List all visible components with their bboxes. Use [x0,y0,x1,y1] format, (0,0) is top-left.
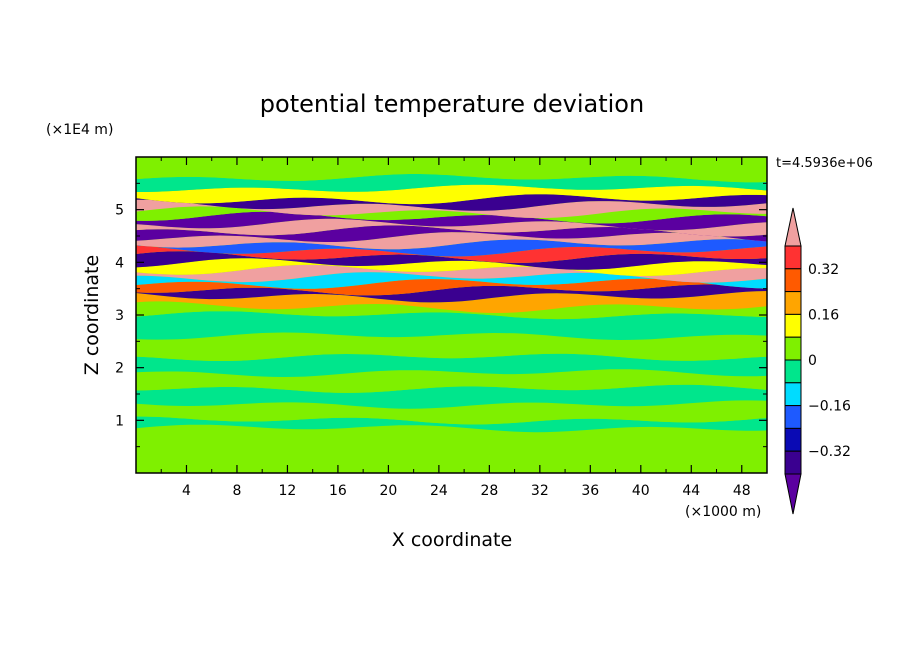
colorbar-tick-label: −0.16 [808,399,851,415]
colorbar-max-triangle [784,207,802,247]
contour-band [136,218,767,237]
x-tick-label: 40 [632,483,650,499]
y-tick-label: 4 [115,255,124,271]
contour-band [136,239,767,257]
colorbar-swatch [784,268,802,293]
x-axis-label: X coordinate [392,529,512,551]
contour-band [136,199,767,218]
x-tick-label: 48 [733,483,751,499]
x-tick-label: 28 [480,483,498,499]
contour-band [136,264,767,283]
contour-band [136,232,767,250]
colorbar-tick-label: 0.32 [808,262,839,278]
colorbar-swatch [784,382,802,407]
x-tick-label: 8 [232,483,241,499]
colorbar-swatch [784,359,802,384]
contour-band [136,424,767,473]
contour-band [136,251,767,270]
colorbar: −0.32 −0.16 0 0.16 0.32 [784,207,851,515]
contour-band [136,206,767,224]
y-axis-unit: (×1E4 m) [46,122,113,138]
colorbar-swatch [784,405,802,429]
colorbar-tick-label: 0.16 [808,307,839,323]
y-tick-label: 1 [115,413,124,429]
contour-band [136,291,767,313]
contour-band [136,369,767,393]
colorbar-tick-label: −0.32 [808,444,851,460]
contour-band [136,174,767,192]
y-tick-label: 5 [115,203,124,219]
contour-band [136,353,767,377]
contour-band [136,184,767,205]
x-tick-label: 36 [581,483,599,499]
contour-band [136,284,767,303]
contour-band [136,211,767,231]
y-axis-label: Z coordinate [81,255,103,375]
y-tick-label: 2 [115,361,124,377]
contour-band [136,157,767,183]
x-tick-label: 12 [279,483,297,499]
x-axis-unit: (×1000 m) [685,504,761,520]
x-tick-label: 32 [531,483,549,499]
y-tick-label: 3 [115,308,124,324]
contour-band [136,301,767,320]
colorbar-swatch [784,291,802,315]
contour-band [136,311,767,340]
colorbar-swatch [784,245,802,270]
colorbar-swatch [784,313,802,338]
contour-band [136,384,767,409]
contour-band [136,278,767,296]
colorbar-min-triangle [784,473,802,515]
chart-title: potential temperature deviation [260,90,644,118]
x-tick-label: 24 [430,483,448,499]
y-axis-ticks: 1 2 3 4 5 [115,182,767,448]
colorbar-swatch [784,427,802,452]
colorbar-swatch [784,450,802,475]
contour-band [136,416,767,433]
contour-band [136,332,767,361]
x-tick-label: 20 [379,483,397,499]
contour-band [136,272,767,289]
contour-band [136,194,767,211]
contour-band [136,225,767,242]
contour-band [136,258,767,276]
x-axis-ticks: 4 8 12 16 20 24 28 32 36 40 44 48 [160,157,751,499]
x-tick-label: 16 [329,483,347,499]
colorbar-swatch [784,336,802,361]
x-tick-label: 4 [182,483,191,499]
x-tick-label: 44 [682,483,700,499]
time-label: t=4.5936e+06 [776,156,873,171]
colorbar-tick-label: 0 [808,353,817,369]
contour-band [136,245,767,263]
plot-area [136,157,767,473]
contour-band [136,400,767,425]
